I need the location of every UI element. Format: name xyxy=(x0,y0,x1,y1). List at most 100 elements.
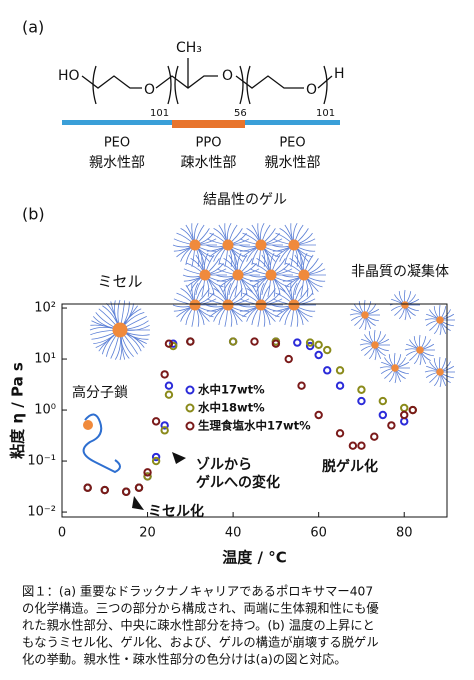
core xyxy=(232,269,244,281)
data-point xyxy=(164,381,174,390)
core xyxy=(189,239,201,251)
caption-line: もなうミセル化、ゲル化、および、ゲルの構造が崩壊する脱ゲル xyxy=(22,635,379,650)
data-point xyxy=(186,337,195,346)
atom: O xyxy=(306,82,317,98)
data-point xyxy=(348,441,358,450)
y-tick-label: 10⁰ xyxy=(34,403,56,418)
core xyxy=(436,368,444,376)
repeat-count: 56 xyxy=(234,108,247,119)
block-role: 親水性部 xyxy=(89,155,145,171)
data-point xyxy=(357,385,366,394)
annotation: ミセル化 xyxy=(148,503,204,520)
core xyxy=(222,239,234,251)
panel-label: (b) xyxy=(22,205,45,224)
polymer-chain xyxy=(82,413,121,474)
data-point xyxy=(164,339,174,348)
data-point xyxy=(335,429,345,438)
bond xyxy=(317,75,333,89)
annotation: 脱ゲル化 xyxy=(322,458,378,475)
y-tick-label: 10⁻¹ xyxy=(27,454,56,469)
data-point xyxy=(297,381,306,390)
data-point xyxy=(314,410,323,420)
core xyxy=(416,346,424,354)
data-point xyxy=(164,390,174,399)
legend-marker xyxy=(185,385,195,395)
arrow xyxy=(132,496,144,510)
bond xyxy=(81,75,142,89)
data-point xyxy=(134,483,144,492)
x-tick-label: 60 xyxy=(310,526,327,541)
caption-line: の化学構造。三つの部分から構成され、両端に生体親和性にも優 xyxy=(22,601,379,616)
block-role: 疎水性部 xyxy=(181,155,237,171)
bond xyxy=(155,75,218,89)
data-point xyxy=(370,432,379,441)
legend-label: 水中18wt% xyxy=(198,401,265,415)
caption-line: れた親水性部分、中央に疎水性部分を持つ。(b) 温度の上昇にと xyxy=(22,618,375,633)
data-point xyxy=(305,338,315,347)
data-point xyxy=(408,405,417,415)
data-point xyxy=(335,366,345,375)
block-name: PPO xyxy=(196,136,222,151)
atom: O xyxy=(222,68,233,84)
y-tick-label: 10⁻² xyxy=(27,505,56,520)
legend-marker xyxy=(185,421,195,431)
data-point xyxy=(323,366,332,375)
y-tick-label: 10² xyxy=(34,301,56,316)
core xyxy=(112,322,128,338)
annotation: ミセル xyxy=(97,273,142,291)
bracket xyxy=(92,65,328,105)
annotation: ゲルへの変化 xyxy=(196,474,280,491)
panel-label: (a) xyxy=(22,18,44,37)
legend-label: 水中17wt% xyxy=(198,383,265,397)
annotation: ゾルから xyxy=(196,456,252,473)
core xyxy=(265,269,277,281)
bond xyxy=(235,75,304,89)
arrow xyxy=(172,452,186,464)
core xyxy=(371,341,379,349)
x-tick-label: 40 xyxy=(225,526,242,541)
x-axis-label: 温度 / °C xyxy=(222,549,286,567)
block-bar xyxy=(172,120,245,128)
caption-line: 図１：(a) 重要なドラックナノキャリアであるポロキサマー407 xyxy=(22,585,373,599)
data-point xyxy=(250,337,259,346)
x-tick-label: 80 xyxy=(396,526,413,541)
data-point xyxy=(83,483,92,492)
block-name: PEO xyxy=(104,136,130,151)
caption-line: 化の挙動。親水性・疎水性部分の色分けは(a)の図と対応。 xyxy=(22,652,347,667)
atom: HO xyxy=(58,68,80,84)
data-point xyxy=(284,354,293,364)
data-point xyxy=(151,452,161,462)
y-tick-label: 10¹ xyxy=(34,352,56,367)
chemical-structure xyxy=(81,58,333,105)
core xyxy=(436,316,444,324)
data-point xyxy=(387,421,396,430)
annotation: 非晶質の凝集体 xyxy=(351,263,449,280)
data-point xyxy=(323,345,332,355)
block-role: 親水性部 xyxy=(265,155,321,171)
repeat-count: 101 xyxy=(316,108,335,119)
data-point xyxy=(121,487,131,496)
data-point xyxy=(305,341,315,351)
annotation: 結晶性のゲル xyxy=(203,192,287,208)
data-point xyxy=(160,370,169,379)
illustrations xyxy=(82,223,455,474)
y-axis-label: 粘度 η / Pa s xyxy=(9,362,27,459)
block-bar xyxy=(245,120,340,125)
data-point xyxy=(314,350,323,360)
data-point xyxy=(314,340,323,350)
core xyxy=(189,299,201,311)
data-point xyxy=(143,472,152,481)
x-tick-label: 0 xyxy=(58,526,66,541)
block-name: PEO xyxy=(279,136,305,151)
core xyxy=(361,311,369,319)
core xyxy=(255,239,267,251)
data-point xyxy=(378,410,388,420)
core xyxy=(199,269,211,281)
core xyxy=(288,239,300,251)
data-point xyxy=(151,417,161,426)
data-point xyxy=(400,403,409,413)
atom: CH₃ xyxy=(176,40,202,56)
data-point xyxy=(357,441,366,450)
core xyxy=(255,299,267,311)
